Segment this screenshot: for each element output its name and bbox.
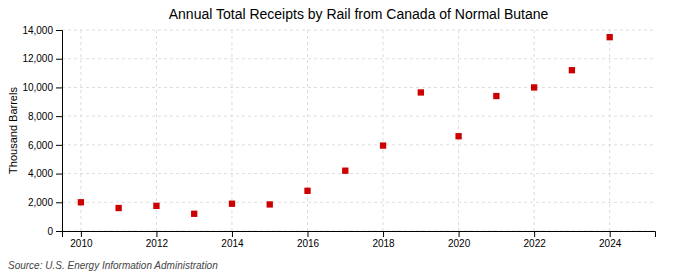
plot: 2010 2012 2014 2016 2018 2020 2022 2024 0 2,000 4,… — [22, 25, 655, 249]
point — [493, 93, 499, 99]
tick-mark — [232, 231, 233, 237]
tick-mark — [81, 231, 82, 237]
tick-label: 0 — [47, 226, 53, 237]
tick-label: 2022 — [524, 238, 547, 249]
tick: 2018 — [372, 231, 395, 249]
point — [304, 188, 310, 194]
point — [115, 205, 121, 211]
axis-line — [63, 232, 656, 238]
grid-line — [156, 30, 157, 231]
tick-label: 2018 — [372, 238, 395, 249]
grid-line — [62, 30, 655, 31]
tick-label: 8,000 — [28, 111, 53, 122]
tick-label: 2,000 — [28, 197, 53, 208]
x-axis: 2010 2012 2014 2016 2018 2020 2022 2024 — [63, 231, 656, 249]
grid-line — [62, 116, 655, 117]
point — [267, 201, 273, 207]
chart: 2010 2012 2014 2016 2018 2020 2022 2024 0 2,000 4,… — [0, 0, 675, 275]
tick-label: 10,000 — [22, 82, 53, 93]
grid-line — [62, 58, 655, 59]
grid-line — [62, 87, 655, 88]
point — [455, 133, 461, 139]
title: Annual Total Receipts by Rail from Canad… — [169, 6, 549, 22]
grid-line — [534, 30, 535, 231]
points — [78, 34, 613, 217]
tick-mark — [56, 202, 62, 203]
tick-mark — [56, 145, 62, 146]
grid-line — [62, 202, 655, 203]
tick-mark — [459, 231, 460, 237]
point — [78, 199, 84, 205]
tick: 10,000 — [22, 82, 62, 93]
tick: 6,000 — [28, 140, 62, 151]
tick: 2014 — [221, 231, 244, 249]
tick: 2,000 — [28, 197, 62, 208]
tick: 2016 — [297, 231, 320, 249]
tick-mark — [56, 116, 62, 117]
tick: 14,000 — [22, 25, 62, 36]
grid-line — [62, 144, 655, 145]
grid-line — [307, 30, 308, 231]
tick: 2022 — [524, 231, 547, 249]
tick-label: 2024 — [599, 238, 622, 249]
grid-line — [62, 173, 655, 174]
grid-line — [609, 30, 610, 231]
tick-mark — [156, 231, 157, 237]
annotation: Source: U.S. Energy Information Administ… — [8, 260, 218, 271]
tick: 4,000 — [28, 168, 62, 179]
point — [153, 203, 159, 209]
point — [531, 84, 537, 90]
tick: 2020 — [448, 231, 471, 249]
point — [569, 67, 575, 73]
grid — [62, 30, 655, 231]
tick-label: 2020 — [448, 238, 471, 249]
point — [607, 34, 613, 40]
tick-label: 4,000 — [28, 168, 53, 179]
tick-label: 2014 — [221, 238, 244, 249]
tick-mark — [56, 231, 62, 232]
tick-mark — [56, 30, 62, 31]
tick-label: 12,000 — [22, 53, 53, 64]
tick: 12,000 — [22, 53, 62, 64]
tick-mark — [56, 59, 62, 60]
tick-label: 6,000 — [28, 140, 53, 151]
tick: 2024 — [599, 231, 622, 249]
tick: 2012 — [146, 231, 169, 249]
tick: 8,000 — [28, 111, 62, 122]
tick-mark — [308, 231, 309, 237]
tick-label: 2016 — [297, 238, 320, 249]
point — [191, 211, 197, 217]
axis-line — [56, 31, 63, 232]
tick: 2010 — [70, 231, 93, 249]
tick-label: 2012 — [146, 238, 169, 249]
y-axis-title: Thousand Barrels — [7, 87, 19, 174]
point — [418, 89, 424, 95]
point — [342, 168, 348, 174]
tick-mark — [534, 231, 535, 237]
tick-mark — [56, 87, 62, 88]
y-axis: 0 2,000 4,000 6,000 8,000 10,000 12,000 14,000 — [22, 25, 62, 237]
tick: 0 — [47, 226, 62, 237]
tick-mark — [56, 174, 62, 175]
grid-line — [458, 30, 459, 231]
tick-mark — [383, 231, 384, 237]
point — [229, 201, 235, 207]
tick-mark — [610, 231, 611, 237]
tick-label: 2010 — [70, 238, 93, 249]
tick-label: 14,000 — [22, 25, 53, 36]
grid-line — [383, 30, 384, 231]
point — [380, 142, 386, 148]
